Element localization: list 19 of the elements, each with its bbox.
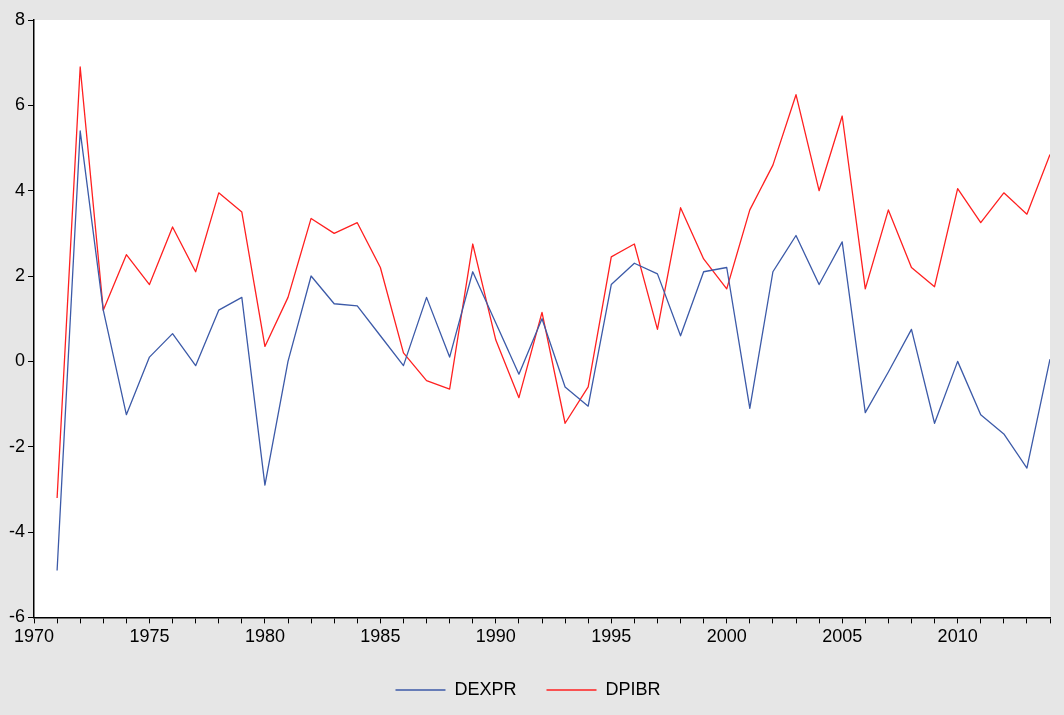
legend-label: DEXPR [454, 678, 517, 699]
x-tick-label: 1995 [591, 626, 632, 647]
x-tick-label: 1985 [360, 626, 401, 647]
x-tick-label: 1970 [13, 626, 55, 647]
y-tick-label: 2 [14, 265, 25, 285]
y-tick-label: 8 [14, 8, 25, 29]
x-tick-label: 1980 [244, 626, 285, 647]
y-tick-label: -6 [8, 606, 25, 627]
y-tick-label: -4 [8, 521, 25, 542]
x-tick-label: 2005 [822, 626, 863, 647]
y-tick-label: 6 [14, 94, 25, 115]
x-tick-label: 2000 [706, 626, 747, 647]
x-tick-label: 1990 [475, 626, 516, 647]
x-tick-label: 1975 [129, 626, 170, 647]
legend-label: DPIBR [605, 678, 661, 699]
y-tick-label: 0 [14, 350, 25, 371]
y-tick-label: 4 [14, 179, 25, 200]
y-tick-label: -2 [8, 435, 25, 456]
x-tick-label: 2010 [937, 626, 978, 647]
